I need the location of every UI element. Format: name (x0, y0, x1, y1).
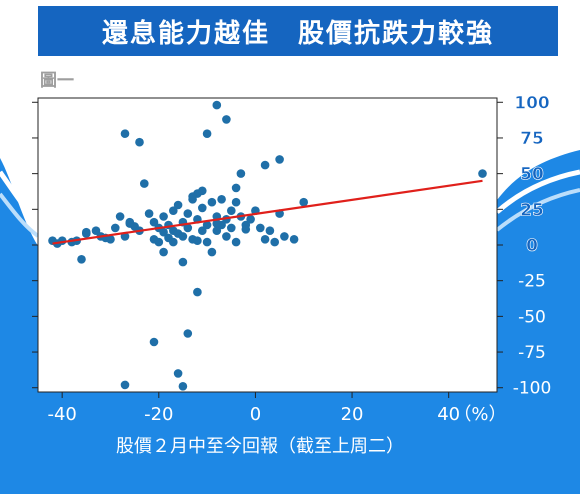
data-point (198, 226, 207, 235)
data-point (289, 235, 299, 244)
data-point (275, 155, 284, 164)
right-wave-highlight (495, 169, 580, 214)
data-point (231, 197, 241, 207)
chart-title: 還息能力越佳 股價抗跌力較強 (38, 6, 558, 56)
data-point (260, 235, 270, 244)
left-wave-highlight (0, 170, 40, 224)
x-unit-label: （%） (453, 404, 506, 425)
y-tick-label: 25 (520, 200, 544, 220)
data-point (212, 219, 222, 228)
data-point (125, 217, 135, 227)
y-tick-label: 0 (526, 236, 538, 256)
data-point (193, 287, 202, 297)
data-point (77, 254, 86, 264)
y-tick-label: -100 (513, 379, 552, 399)
data-point (149, 337, 159, 347)
data-point (159, 212, 168, 221)
data-point (82, 227, 91, 237)
data-point (135, 137, 144, 147)
data-point (120, 129, 130, 138)
y-tick-label: 75 (520, 129, 544, 149)
plot-area (37, 97, 498, 393)
data-point (227, 223, 236, 233)
data-point (299, 197, 309, 207)
data-point (227, 206, 236, 215)
y-tick-label: -50 (518, 307, 546, 327)
y-tick-label: -75 (518, 343, 546, 363)
data-point (212, 226, 222, 235)
data-point (231, 237, 241, 247)
data-point (280, 232, 289, 241)
x-tick-label: 40 (437, 404, 460, 425)
data-point (183, 329, 193, 338)
figure-label: 圖一 (40, 71, 74, 91)
data-point (207, 197, 217, 207)
data-point (178, 382, 188, 391)
data-point (270, 237, 280, 247)
data-point (173, 369, 183, 378)
data-point (260, 160, 270, 170)
data-point (159, 247, 168, 257)
data-point (255, 223, 265, 233)
data-point (198, 203, 207, 213)
y-tick-label: 50 (520, 165, 544, 185)
data-point (115, 212, 125, 221)
data-point (183, 223, 193, 233)
data-point (178, 257, 188, 267)
data-point (202, 129, 212, 138)
trend-line (52, 179, 483, 245)
data-point (202, 220, 212, 230)
data-point (120, 380, 130, 390)
x-tick-label: 20 (341, 404, 364, 425)
data-point (144, 209, 154, 218)
data-point (188, 192, 197, 201)
y-tick-label: 100 (514, 93, 550, 113)
data-point (140, 179, 149, 188)
data-point (207, 247, 217, 257)
data-point (222, 115, 231, 124)
data-point (241, 225, 251, 234)
data-point (159, 227, 168, 237)
data-point (231, 183, 241, 193)
data-point (178, 232, 188, 241)
data-point (217, 195, 226, 204)
data-point (173, 200, 183, 210)
data-point (111, 223, 120, 233)
bottom-band (0, 392, 580, 494)
data-point (202, 237, 212, 247)
data-point (154, 237, 164, 247)
data-point (236, 169, 246, 178)
x-tick-label: -20 (144, 404, 173, 425)
right-wave-stripe (495, 188, 580, 232)
data-point (169, 206, 178, 215)
data-point (91, 226, 101, 235)
data-point (106, 235, 115, 244)
data-point (149, 217, 159, 227)
data-point (212, 100, 222, 110)
data-point (478, 169, 487, 178)
x-tick-label: 0 (250, 404, 261, 425)
left-wave-stripe (0, 192, 40, 238)
data-point (246, 215, 255, 224)
y-tick-label: -25 (518, 272, 546, 292)
data-point (169, 237, 178, 247)
x-axis-label: 股價２月中至今回報（截至上周二） (116, 436, 404, 457)
x-tick-label: -40 (47, 404, 76, 425)
data-point (183, 209, 193, 218)
data-point (193, 236, 202, 245)
data-point (265, 226, 275, 235)
data-point (198, 186, 207, 196)
data-point (222, 232, 231, 241)
